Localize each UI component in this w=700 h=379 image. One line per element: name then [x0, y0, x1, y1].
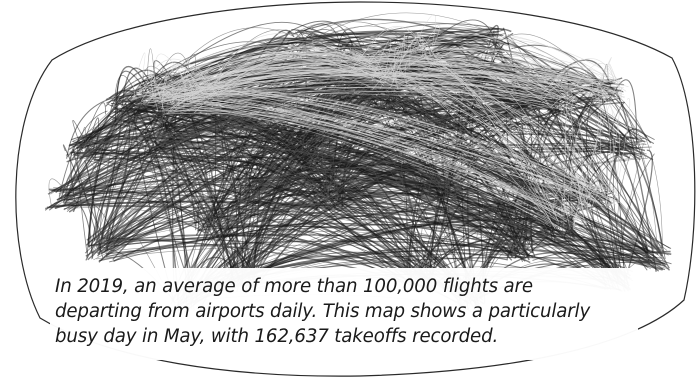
light-routes	[130, 14, 631, 230]
route-layer	[44, 12, 672, 313]
caption-line-2: departing from airports daily. This map …	[55, 301, 591, 322]
globe-outline	[15, 1, 696, 377]
caption-line-3: busy day in May, with 162,637 takeoffs r…	[55, 326, 499, 347]
caption-line-1: In 2019, an average of more than 100,000…	[55, 276, 533, 297]
map-caption: In 2019, an average of more than 100,000…	[50, 268, 638, 360]
